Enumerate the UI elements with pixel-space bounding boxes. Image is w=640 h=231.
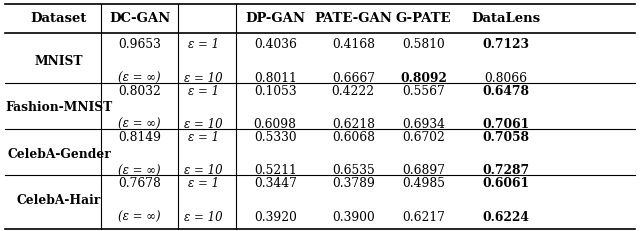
Text: (ε = ∞): (ε = ∞) [118,71,161,84]
Text: 0.6061: 0.6061 [482,177,529,190]
Text: 0.6702: 0.6702 [403,131,445,143]
Text: 0.3447: 0.3447 [254,177,296,190]
Text: CelebA-Hair: CelebA-Hair [17,193,101,206]
Text: PATE-GAN: PATE-GAN [314,12,392,25]
Text: 0.4168: 0.4168 [332,38,375,51]
Text: 0.5330: 0.5330 [254,131,296,143]
Text: 0.4222: 0.4222 [332,84,375,97]
Text: 0.6098: 0.6098 [253,118,297,131]
Text: 0.7287: 0.7287 [482,164,529,177]
Text: 0.6535: 0.6535 [332,164,374,177]
Text: MNIST: MNIST [35,55,83,68]
Text: 0.8032: 0.8032 [118,84,161,97]
Text: ε = 1: ε = 1 [188,84,219,97]
Text: 0.7058: 0.7058 [482,131,529,143]
Text: DataLens: DataLens [471,12,540,25]
Text: 0.6934: 0.6934 [402,118,445,131]
Text: 0.5810: 0.5810 [403,38,445,51]
Text: 0.8066: 0.8066 [484,71,527,84]
Text: (ε = ∞): (ε = ∞) [118,210,161,223]
Text: 0.1053: 0.1053 [254,84,296,97]
Text: 0.3900: 0.3900 [332,210,374,223]
Text: CelebA-Gender: CelebA-Gender [7,147,111,160]
Text: 0.4985: 0.4985 [402,177,445,190]
Text: 0.3920: 0.3920 [254,210,296,223]
Text: 0.8149: 0.8149 [118,131,161,143]
Text: 0.6897: 0.6897 [402,164,445,177]
Text: 0.4036: 0.4036 [254,38,296,51]
Text: ε = 1: ε = 1 [188,131,219,143]
Text: 0.6478: 0.6478 [482,84,529,97]
Text: ε = 10: ε = 10 [184,210,223,223]
Text: Dataset: Dataset [31,12,87,25]
Text: (ε = ∞): (ε = ∞) [118,164,161,177]
Text: 0.8092: 0.8092 [400,71,447,84]
Text: ε = 1: ε = 1 [188,177,219,190]
Text: 0.6667: 0.6667 [332,71,375,84]
Text: 0.5567: 0.5567 [403,84,445,97]
Text: Fashion-MNIST: Fashion-MNIST [5,101,113,114]
Text: 0.7061: 0.7061 [482,118,529,131]
Text: ε = 10: ε = 10 [184,71,223,84]
Text: 0.8011: 0.8011 [254,71,296,84]
Text: (ε = ∞): (ε = ∞) [118,118,161,131]
Text: 0.7123: 0.7123 [482,38,529,51]
Text: 0.6224: 0.6224 [482,210,529,223]
Text: ε = 10: ε = 10 [184,164,223,177]
Text: 0.9653: 0.9653 [118,38,161,51]
Text: 0.6217: 0.6217 [403,210,445,223]
Text: ε = 1: ε = 1 [188,38,219,51]
Text: G-PATE: G-PATE [396,12,451,25]
Text: DC-GAN: DC-GAN [109,12,170,25]
Text: 0.6218: 0.6218 [332,118,375,131]
Text: 0.6068: 0.6068 [332,131,375,143]
Text: 0.5211: 0.5211 [254,164,296,177]
Text: 0.7678: 0.7678 [118,177,161,190]
Text: DP-GAN: DP-GAN [245,12,305,25]
Text: ε = 10: ε = 10 [184,118,223,131]
Text: 0.3789: 0.3789 [332,177,374,190]
